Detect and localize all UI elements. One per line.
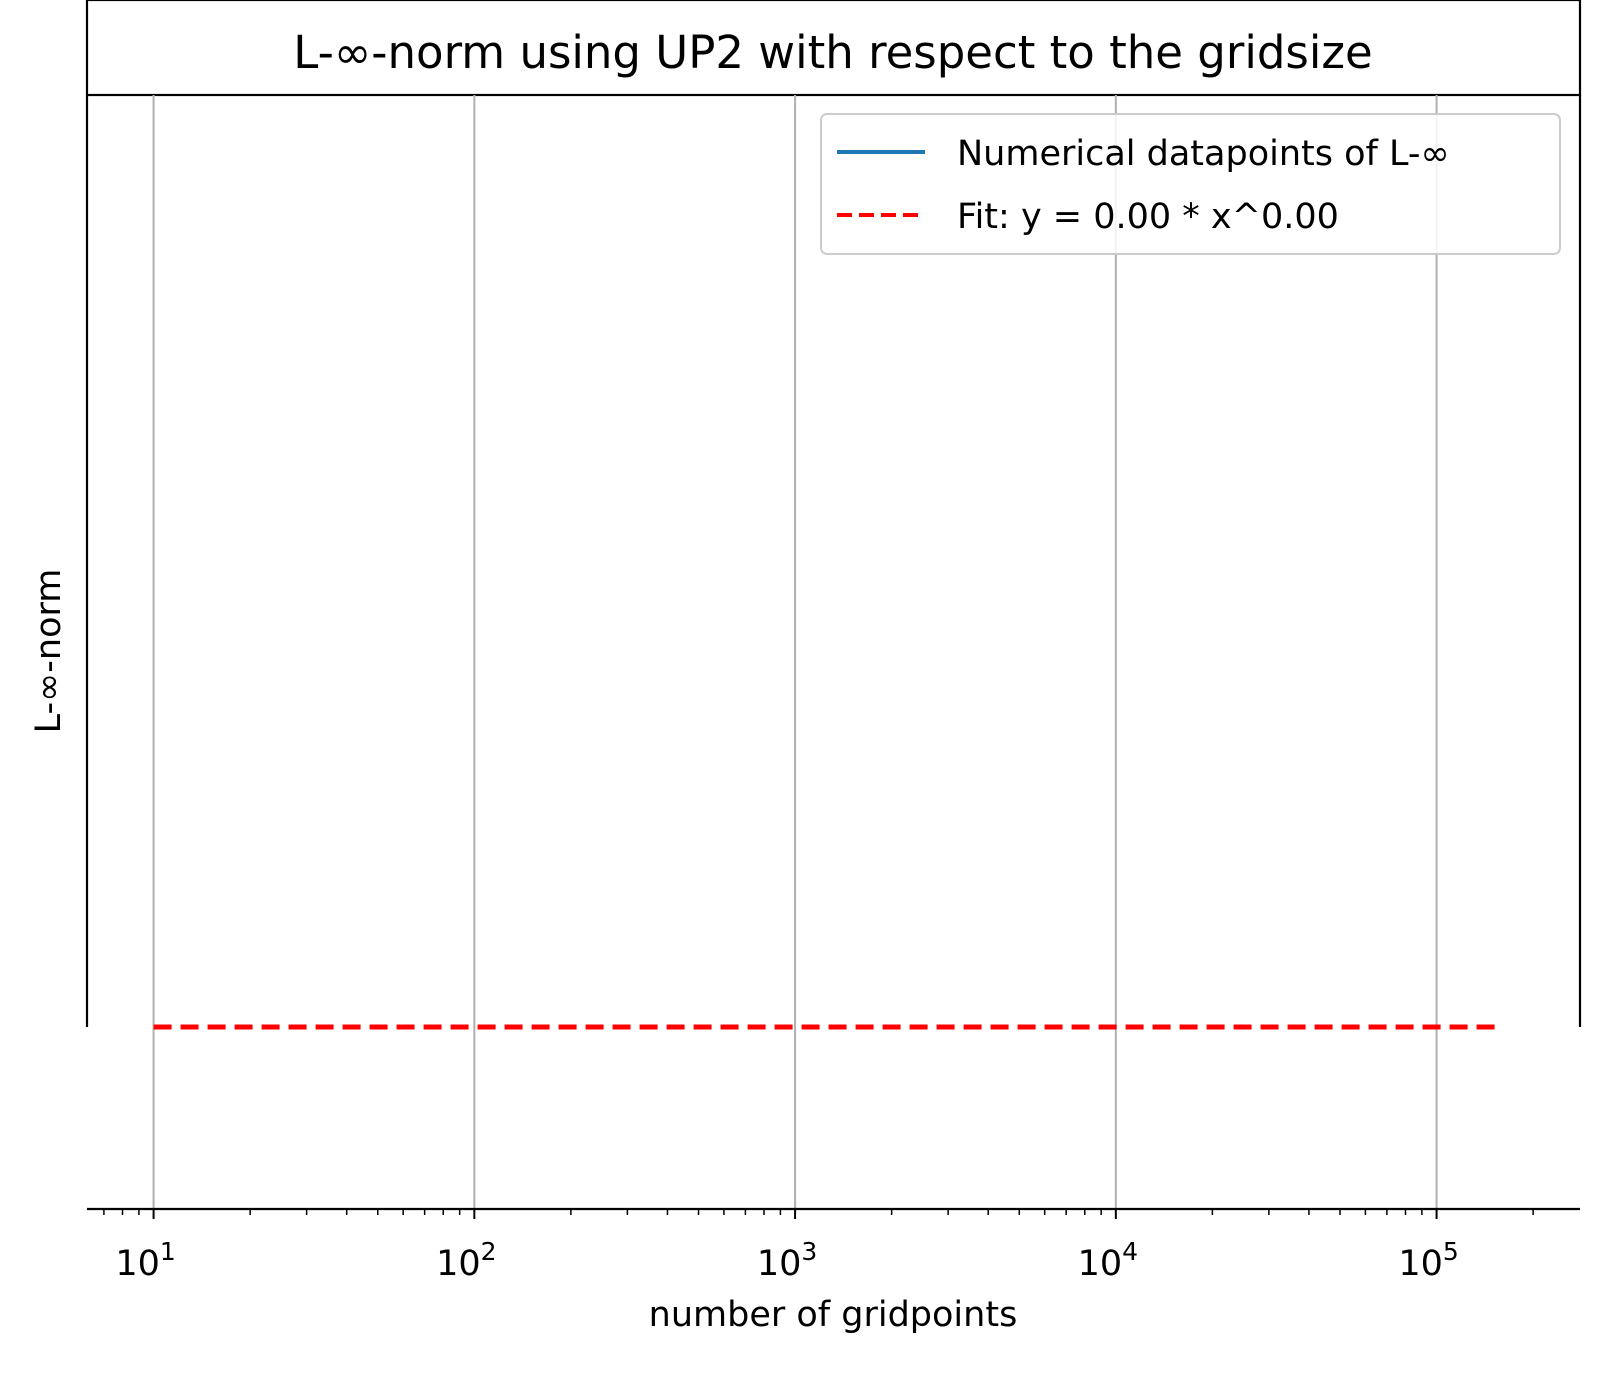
- chart-title: L-∞-norm using UP2 with respect to the g…: [293, 26, 1372, 79]
- x-tick-label-base: 10: [1398, 1244, 1443, 1284]
- x-tick-label-exponent: 4: [1122, 1237, 1138, 1266]
- legend: Numerical datapoints of L-∞ Fit: y = 0.0…: [820, 113, 1561, 255]
- x-tick-label-2: 102: [436, 1237, 496, 1284]
- x-tick-label-3: 103: [757, 1237, 817, 1284]
- x-tick-label-1: 101: [115, 1237, 175, 1284]
- legend-frame: [820, 113, 1561, 255]
- x-axis-ticks: 101 102 103 104 105: [103, 1209, 1534, 1284]
- x-tick-label-5: 105: [1398, 1237, 1458, 1284]
- x-tick-label-exponent: 5: [1443, 1237, 1459, 1266]
- grid-lines: [152, 95, 1438, 1209]
- x-tick-label-base: 10: [1078, 1244, 1123, 1284]
- x-tick-label-base: 10: [436, 1244, 481, 1284]
- y-axis-label: L-∞-norm: [29, 569, 69, 734]
- x-tick-label-exponent: 2: [481, 1237, 497, 1266]
- x-tick-label-base: 10: [115, 1244, 160, 1284]
- x-axis-label: number of gridpoints: [649, 1295, 1018, 1335]
- title-frame: [85, 0, 1582, 97]
- x-tick-label-exponent: 3: [801, 1237, 817, 1266]
- x-tick-label-exponent: 1: [160, 1237, 176, 1266]
- x-tick-label-base: 10: [757, 1244, 802, 1284]
- x-tick-label-4: 104: [1078, 1237, 1138, 1284]
- legend-label-fit: Fit: y = 0.00 * x^0.00: [957, 197, 1339, 237]
- legend-label-numerical: Numerical datapoints of L-∞: [957, 134, 1450, 174]
